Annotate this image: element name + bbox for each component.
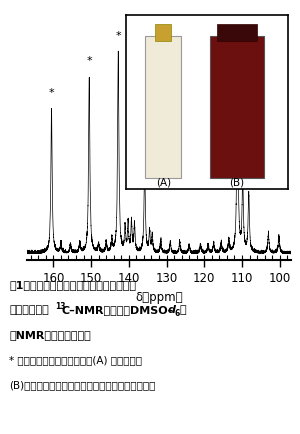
- Text: (B)エラグ酸とパーオキシナイトライトとの混合物: (B)エラグ酸とパーオキシナイトライトとの混合物: [9, 381, 155, 391]
- X-axis label: δ（ppm）: δ（ppm）: [135, 291, 183, 304]
- Bar: [155, 24, 171, 41]
- Text: との混合物の: との混合物の: [9, 305, 49, 315]
- Text: (A): (A): [156, 177, 171, 187]
- Text: * エラグ酸由来のシグナル、(A) エラグ酸、: * エラグ酸由来のシグナル、(A) エラグ酸、: [9, 355, 142, 365]
- Text: *: *: [240, 158, 245, 168]
- Text: *: *: [235, 41, 240, 51]
- Text: *: *: [116, 31, 121, 41]
- Text: *: *: [49, 88, 54, 98]
- Text: 13: 13: [56, 302, 66, 311]
- Text: d: d: [168, 305, 176, 315]
- Text: C–NMRデータ（DMSO–: C–NMRデータ（DMSO–: [61, 305, 174, 315]
- Text: (B): (B): [230, 177, 244, 187]
- Text: 6: 6: [175, 309, 180, 319]
- Bar: [210, 36, 264, 178]
- Text: ）: ）: [180, 305, 187, 315]
- Text: *: *: [86, 56, 92, 66]
- Bar: [146, 36, 181, 178]
- Text: *: *: [142, 143, 148, 153]
- Text: 図1　エラグ酸とパーオキシナイトライト: 図1 エラグ酸とパーオキシナイトライト: [9, 280, 136, 290]
- Text: とNMRチューブの写真: とNMRチューブの写真: [9, 330, 91, 340]
- Bar: [217, 24, 257, 41]
